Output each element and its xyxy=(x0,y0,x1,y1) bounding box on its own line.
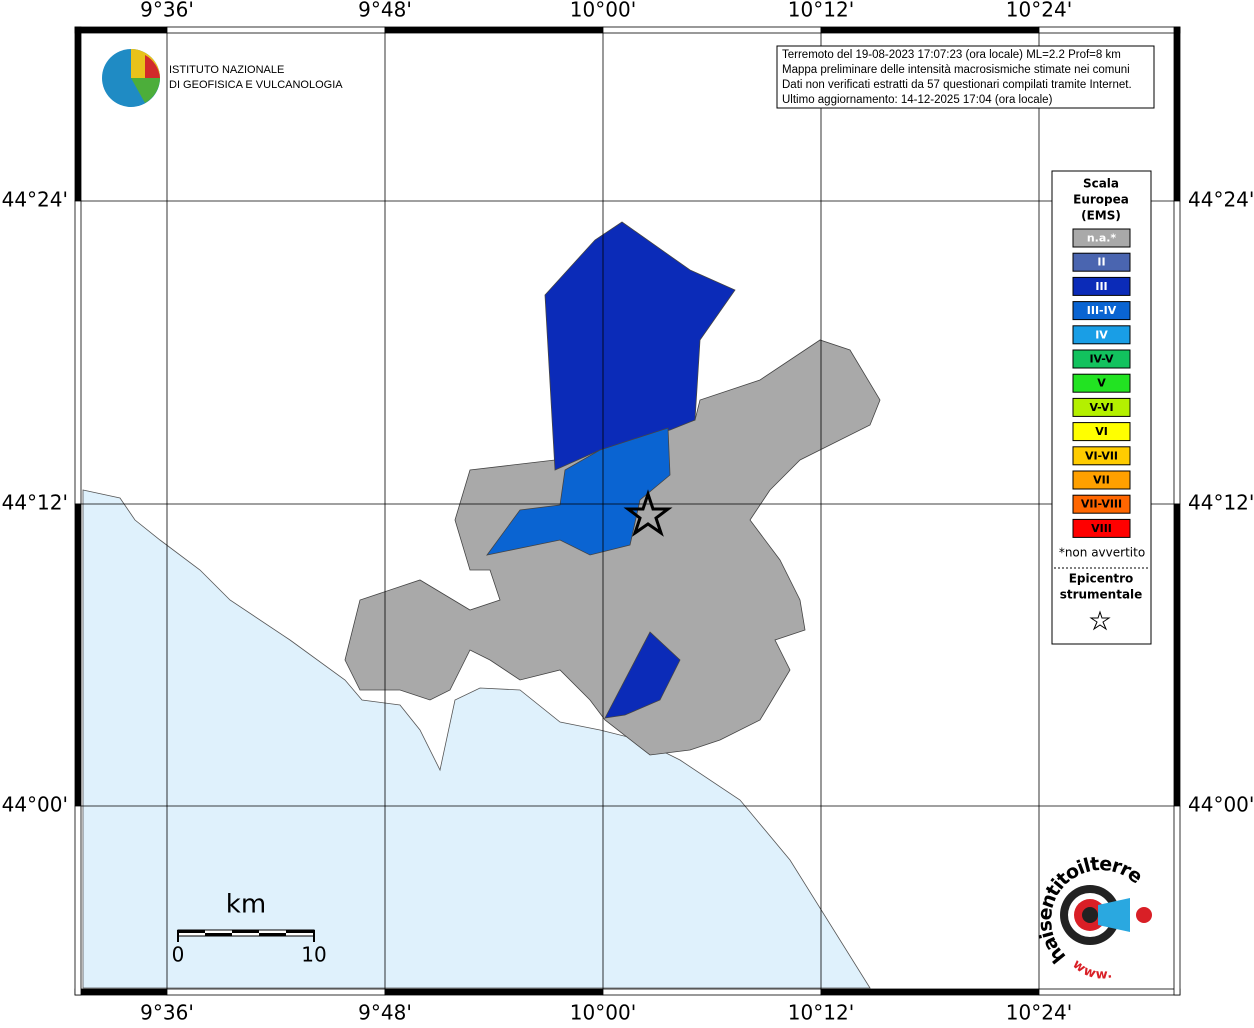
legend-title: Scala xyxy=(1083,177,1119,191)
epicenter-star xyxy=(623,489,673,537)
lon-label: 9°36' xyxy=(140,1001,194,1025)
info-line: Ultimo aggiornamento: 14-12-2025 17:04 (… xyxy=(782,94,1053,106)
frame-band xyxy=(384,988,604,996)
lon-label: 10°24' xyxy=(1006,0,1072,22)
legend-label: VII-VIII xyxy=(1081,498,1122,511)
legend-swatch xyxy=(1072,397,1131,417)
lon-label: 9°48' xyxy=(358,1001,412,1025)
frame-band xyxy=(166,26,386,34)
legend-epicenter: Epicentro xyxy=(1069,572,1134,586)
legend-swatch xyxy=(1072,422,1131,442)
sea xyxy=(82,489,871,989)
legend-label: VI-VII xyxy=(1085,449,1118,462)
lon-label: 9°48' xyxy=(358,0,412,22)
lat-label: 44°12' xyxy=(2,491,68,515)
legend-label: VI xyxy=(1095,425,1108,438)
scale-label: 10 xyxy=(301,943,326,967)
lat-label: 44°00' xyxy=(2,793,68,817)
frame-band xyxy=(74,805,82,996)
legend-label: II xyxy=(1097,256,1105,269)
frame-band xyxy=(820,988,1040,996)
lat-label: 44°12' xyxy=(1188,491,1254,515)
institute-line: DI GEOFISICA E VULCANOLOGIA xyxy=(169,79,343,91)
region-iii-south xyxy=(604,631,681,719)
legend-swatch xyxy=(1072,301,1131,321)
institute-line: ISTITUTO NAZIONALE xyxy=(169,64,284,76)
frame-band xyxy=(74,200,82,505)
frame-band xyxy=(1173,26,1181,202)
info-box xyxy=(776,45,1155,109)
frame-band xyxy=(1173,805,1181,996)
lat-label: 44°00' xyxy=(1188,793,1254,817)
lon-label: 10°12' xyxy=(788,0,854,22)
legend-swatch xyxy=(1072,470,1131,490)
legend-note: *non avvertito xyxy=(1059,546,1145,560)
scale-bar: km 0 10 xyxy=(172,890,327,967)
lon-label: 10°12' xyxy=(788,1001,854,1025)
frame-band xyxy=(602,988,822,996)
legend-label: IV-V xyxy=(1089,353,1114,366)
legend-swatch xyxy=(1072,518,1131,538)
frame-band xyxy=(1173,200,1181,505)
legend-swatch xyxy=(1072,494,1131,514)
frame-band xyxy=(74,503,82,807)
legend-swatch xyxy=(1072,252,1131,272)
legend-epicenter: strumentale xyxy=(1060,588,1143,602)
legend-label: IV xyxy=(1095,328,1108,341)
info-line: Terremoto del 19-08-2023 17:07:23 (ora l… xyxy=(782,49,1121,61)
legend-swatch xyxy=(1072,446,1131,466)
legend-title: (EMS) xyxy=(1081,209,1121,223)
lon-label: 10°24' xyxy=(1006,1001,1072,1025)
lon-label: 10°00' xyxy=(570,1001,636,1025)
legend-label: V-VI xyxy=(1089,401,1113,414)
legend-swatch xyxy=(1072,349,1131,369)
ingv-logo: ISTITUTO NAZIONALE DI GEOFISICA E VULCAN… xyxy=(102,49,343,107)
frame-band xyxy=(1038,988,1181,996)
legend: ScalaEuropea(EMS)n.a.*IIIIIIII-IVIVIV-VV… xyxy=(1054,177,1149,631)
frame-band xyxy=(1038,26,1181,34)
lon-label: 10°00' xyxy=(570,0,636,22)
region-iii-iv xyxy=(486,427,671,556)
scale-label: 0 xyxy=(172,943,185,967)
frame-band xyxy=(820,26,1040,34)
legend-label: V xyxy=(1097,377,1106,390)
frame-band xyxy=(602,26,822,34)
frame-band xyxy=(384,26,604,34)
frame-band xyxy=(74,26,82,202)
legend-swatch xyxy=(1072,228,1131,248)
scale-unit: km xyxy=(226,890,266,920)
legend-star xyxy=(1089,610,1111,631)
frame-band xyxy=(1173,503,1181,807)
legend-swatch xyxy=(1072,373,1131,393)
legend-label: VIII xyxy=(1091,522,1112,535)
legend-swatch xyxy=(1072,276,1131,296)
info-text: Terremoto del 19-08-2023 17:07:23 (ora l… xyxy=(782,49,1132,106)
legend-label: III-IV xyxy=(1087,304,1117,317)
lat-label: 44°24' xyxy=(2,188,68,212)
info-line: Mappa preliminare delle intensità macros… xyxy=(782,64,1130,76)
legend-label: VII xyxy=(1093,474,1110,487)
lon-label: 9°36' xyxy=(140,0,194,22)
legend-title: Europea xyxy=(1073,193,1129,207)
frame-band xyxy=(74,26,168,34)
lat-label: 44°24' xyxy=(1188,188,1254,212)
info-line: Dati non verificati estratti da 57 quest… xyxy=(782,79,1132,91)
grid xyxy=(75,27,1180,995)
legend-label: n.a.* xyxy=(1087,232,1117,245)
frame-band xyxy=(74,988,168,996)
legend-label: III xyxy=(1095,280,1107,293)
frame-band xyxy=(166,988,386,996)
legend-swatch xyxy=(1072,325,1131,345)
